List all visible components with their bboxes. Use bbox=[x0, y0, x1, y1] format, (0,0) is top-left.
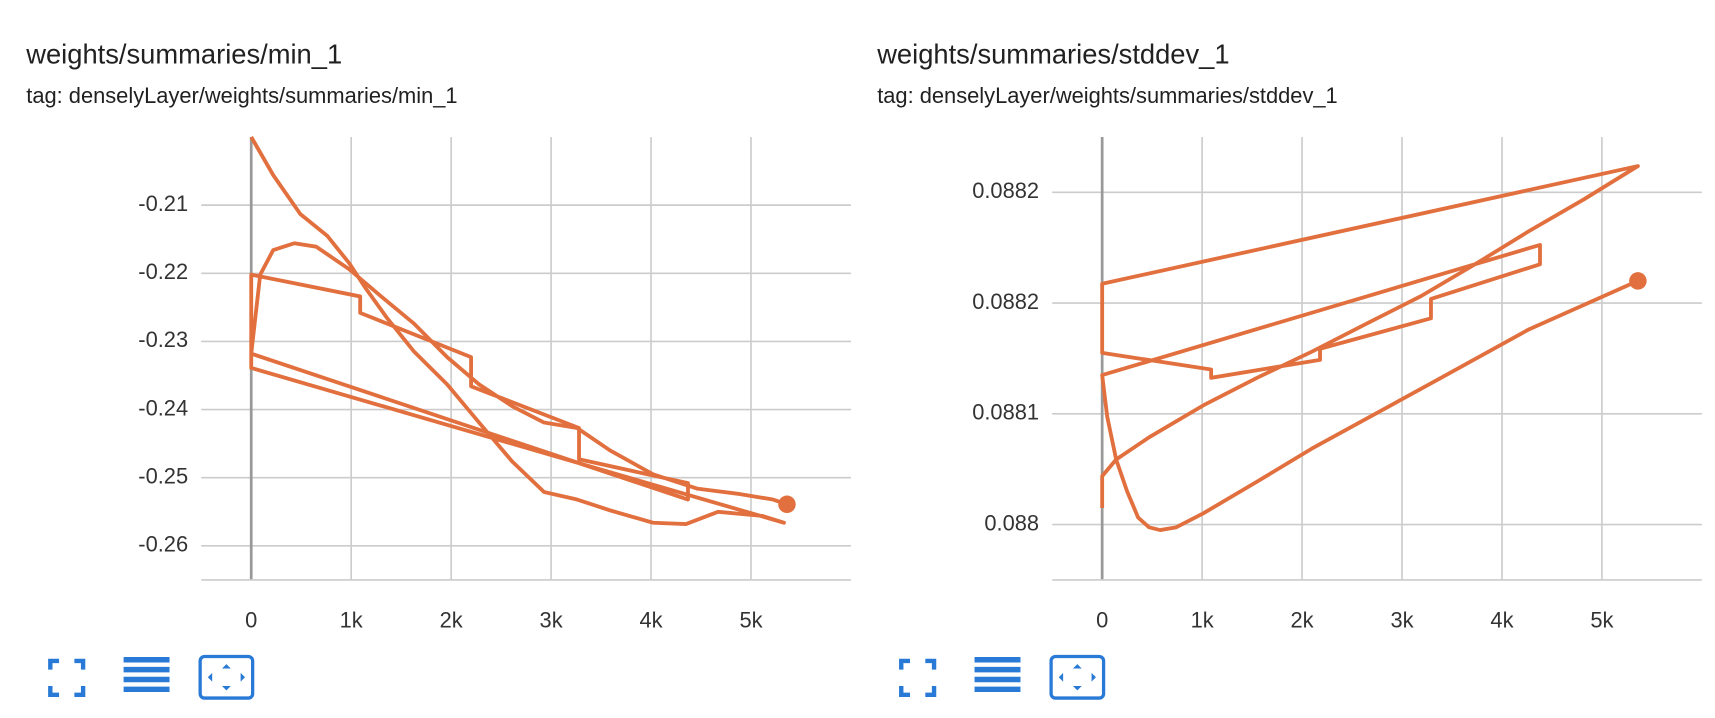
chart-title: weights/summaries/stddev_1 bbox=[876, 39, 1229, 70]
x-tick-label: 3k bbox=[1390, 607, 1413, 632]
y-tick-label: 0.0882 bbox=[972, 178, 1039, 203]
x-tick-label: 5k bbox=[739, 607, 762, 632]
y-tick-label: -0.26 bbox=[138, 532, 188, 557]
toggle-y-log-button[interactable] bbox=[974, 657, 1021, 693]
chart-card-1-toolbar bbox=[48, 654, 255, 700]
y-tick-label: -0.24 bbox=[138, 395, 188, 420]
series-line bbox=[249, 136, 788, 526]
y-tick-label: -0.21 bbox=[138, 191, 188, 216]
chart-card-2-toolbar bbox=[899, 654, 1106, 700]
x-tick-label: 0 bbox=[245, 607, 257, 632]
last-point-marker bbox=[778, 495, 796, 514]
last-point-marker bbox=[1629, 272, 1647, 290]
x-tick-label: 3k bbox=[540, 607, 563, 632]
series-line bbox=[1100, 164, 1640, 532]
y-tick-label: 0.0882 bbox=[972, 289, 1039, 314]
x-tick-label: 4k bbox=[639, 607, 662, 632]
x-tick-label: 4k bbox=[1490, 607, 1513, 632]
x-tick-label: 0 bbox=[1096, 607, 1108, 632]
x-tick-label: 1k bbox=[340, 607, 363, 632]
chart-title: weights/summaries/min_1 bbox=[25, 39, 342, 70]
x-tick-label: 2k bbox=[1291, 607, 1314, 632]
chart: weights/summaries/stddev_1 tag: denselyLa… bbox=[876, 39, 1702, 632]
x-tick-label: 2k bbox=[440, 607, 463, 632]
y-tick-label: -0.23 bbox=[138, 327, 188, 352]
x-tick-label: 1k bbox=[1191, 607, 1214, 632]
y-tick-label: -0.25 bbox=[138, 463, 188, 488]
y-tick-label: 0.088 bbox=[984, 510, 1039, 535]
y-tick-label: -0.22 bbox=[138, 259, 188, 284]
fit-domain-button[interactable] bbox=[198, 654, 255, 700]
x-tick-label: 5k bbox=[1590, 607, 1613, 632]
y-tick-label: 0.0881 bbox=[972, 400, 1039, 425]
fullscreen-button[interactable] bbox=[899, 658, 937, 697]
chart-subtitle: tag: denselyLayer/weights/summaries/stdd… bbox=[877, 83, 1338, 108]
chart-subtitle: tag: denselyLayer/weights/summaries/min_… bbox=[26, 83, 457, 108]
fit-domain-button[interactable] bbox=[1049, 654, 1106, 700]
fullscreen-button[interactable] bbox=[48, 658, 86, 697]
toggle-y-log-button[interactable] bbox=[123, 657, 170, 693]
chart: weights/summaries/min_1 tag: denselyLayer… bbox=[25, 39, 851, 632]
